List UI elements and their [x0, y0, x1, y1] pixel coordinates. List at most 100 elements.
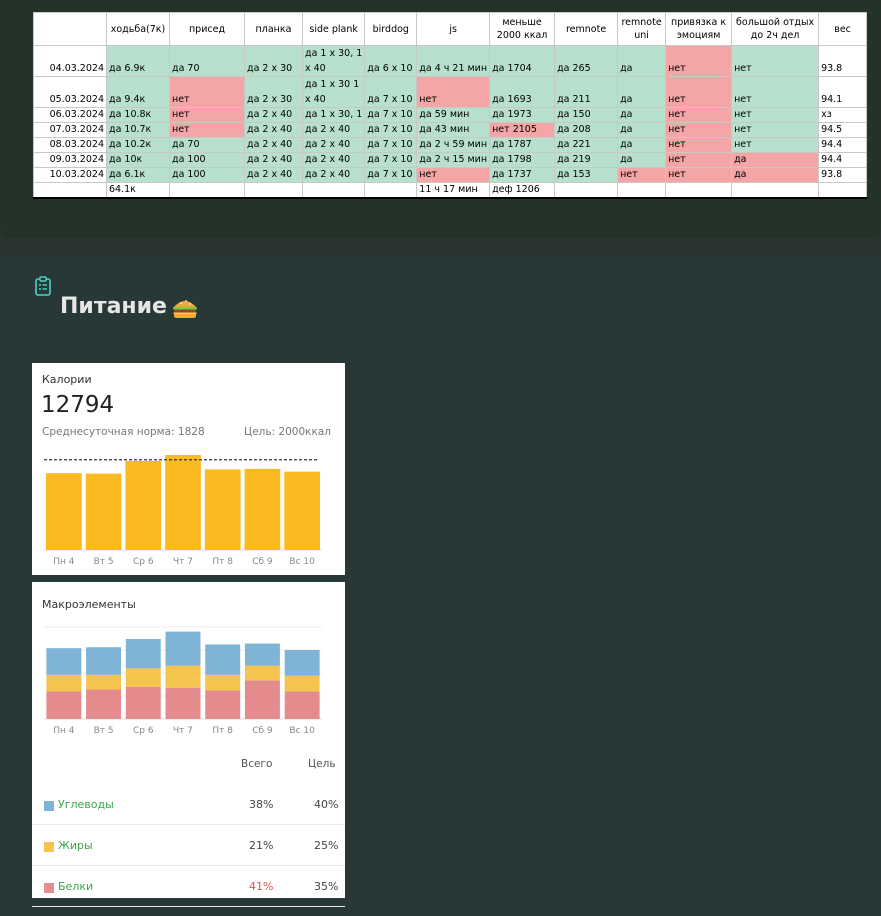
table-cell[interactable]: нет	[169, 107, 245, 123]
table-cell[interactable]: да 100	[169, 152, 245, 168]
table-cell[interactable]: да 2 ч 59 мин	[416, 137, 491, 153]
table-cell[interactable]: да 2 х 40	[301, 122, 366, 138]
date-cell[interactable]: 10.03.2024	[33, 167, 107, 183]
table-cell[interactable]: да	[617, 107, 667, 123]
table-cell[interactable]: да 2 х 40	[244, 122, 303, 138]
table-cell[interactable]: да 1 х 30 1 х 40	[301, 76, 366, 108]
date-cell[interactable]: 09.03.2024	[33, 152, 107, 168]
table-cell[interactable]: да 2 х 40	[301, 152, 366, 168]
table-cell[interactable]: нет	[617, 167, 667, 183]
table-cell[interactable]: да 4 ч 21 мин	[416, 45, 491, 77]
table-cell[interactable]: да	[617, 137, 667, 153]
table-cell[interactable]: да 1798	[489, 152, 556, 168]
date-cell[interactable]: 04.03.2024	[33, 45, 107, 77]
table-cell[interactable]: да 10к	[106, 152, 170, 168]
table-cell[interactable]: 93.8	[818, 167, 868, 183]
table-cell[interactable]: да 1704	[489, 45, 556, 77]
date-cell[interactable]: 05.03.2024	[33, 76, 107, 108]
table-cell[interactable]: да 70	[169, 137, 245, 153]
table-cell[interactable]: да 10.2к	[106, 137, 170, 153]
table-cell[interactable]: нет	[665, 45, 733, 77]
table-cell[interactable]: да 7 х 10	[364, 122, 418, 138]
table-cell[interactable]: 94.1	[818, 76, 868, 108]
table-cell[interactable]: да 219	[554, 152, 619, 168]
table-cell[interactable]: нет	[169, 122, 245, 138]
table-cell[interactable]: да 2 х 40	[244, 167, 303, 183]
table-cell[interactable]: нет	[665, 137, 733, 153]
table-cell[interactable]: да 7 х 10	[364, 76, 418, 108]
table-cell[interactable]: да 211	[554, 76, 619, 108]
table-cell[interactable]: нет	[731, 45, 820, 77]
table-cell[interactable]: да	[617, 122, 667, 138]
table-cell[interactable]: нет	[731, 107, 820, 123]
table-cell[interactable]: нет	[169, 76, 245, 108]
table-cell[interactable]: да 265	[554, 45, 619, 77]
table-cell[interactable]: да 1973	[489, 107, 556, 123]
table-cell[interactable]: нет	[665, 76, 733, 108]
table-cell[interactable]: нет	[731, 137, 820, 153]
table-cell[interactable]: да 1737	[489, 167, 556, 183]
table-cell[interactable]: да 208	[554, 122, 619, 138]
table-cell[interactable]: да 59 мин	[416, 107, 491, 123]
table-cell[interactable]: да 2 х 40	[244, 152, 303, 168]
table-cell[interactable]: да 2 х 40	[301, 167, 366, 183]
table-cell[interactable]: да 10.7к	[106, 122, 170, 138]
summary-cell[interactable]	[731, 182, 820, 199]
table-cell[interactable]: 94.4	[818, 137, 868, 153]
table-cell[interactable]: да	[617, 76, 667, 108]
table-cell[interactable]: да 1787	[489, 137, 556, 153]
table-cell[interactable]: хз	[818, 107, 868, 123]
table-cell[interactable]: да 10.8к	[106, 107, 170, 123]
table-cell[interactable]: да 2 ч 15 мин	[416, 152, 491, 168]
table-cell[interactable]: да 1 х 30, 1 х 40	[301, 45, 366, 77]
summary-cell[interactable]: 64.1к	[106, 182, 170, 199]
table-cell[interactable]: да 6.1к	[106, 167, 170, 183]
date-cell[interactable]: 08.03.2024	[33, 137, 107, 153]
table-cell[interactable]: да 2 х 40	[244, 137, 303, 153]
table-cell[interactable]: да 2 х 40	[301, 137, 366, 153]
table-cell[interactable]: нет 2105	[489, 122, 556, 138]
table-cell[interactable]: да 153	[554, 167, 619, 183]
table-cell[interactable]: да	[617, 45, 667, 77]
table-cell[interactable]: нет	[731, 76, 820, 108]
summary-cell[interactable]	[169, 182, 245, 199]
table-cell[interactable]: да 7 х 10	[364, 137, 418, 153]
table-cell[interactable]: да 1 х 30, 1	[301, 107, 366, 123]
table-cell[interactable]: да 2 х 30	[244, 45, 303, 77]
table-cell[interactable]: да 7 х 10	[364, 107, 418, 123]
summary-cell[interactable]	[617, 182, 667, 199]
table-cell[interactable]: да 43 мин	[416, 122, 491, 138]
table-cell[interactable]: 93.8	[818, 45, 868, 77]
table-cell[interactable]: да 2 х 40	[244, 107, 303, 123]
table-cell[interactable]: да	[731, 152, 820, 168]
table-cell[interactable]: 94.5	[818, 122, 868, 138]
table-cell[interactable]: нет	[731, 122, 820, 138]
summary-cell[interactable]	[554, 182, 619, 199]
summary-cell[interactable]	[33, 182, 107, 199]
table-cell[interactable]: нет	[665, 152, 733, 168]
table-cell[interactable]: да 70	[169, 45, 245, 77]
table-cell[interactable]: нет	[665, 122, 733, 138]
table-cell[interactable]: да 1693	[489, 76, 556, 108]
table-cell[interactable]: да 150	[554, 107, 619, 123]
table-cell[interactable]: да 2 х 30	[244, 76, 303, 108]
table-cell[interactable]: да 221	[554, 137, 619, 153]
date-cell[interactable]: 07.03.2024	[33, 122, 107, 138]
table-cell[interactable]: нет	[416, 167, 491, 183]
summary-cell[interactable]	[364, 182, 418, 199]
summary-cell[interactable]	[244, 182, 303, 199]
summary-cell[interactable]	[665, 182, 733, 199]
summary-cell[interactable]	[818, 182, 868, 199]
table-cell[interactable]: да 9.4к	[106, 76, 170, 108]
table-cell[interactable]: да 6 х 10	[364, 45, 418, 77]
summary-cell[interactable]: деф 1206	[489, 182, 556, 199]
table-cell[interactable]: да 6.9к	[106, 45, 170, 77]
table-cell[interactable]: да	[731, 167, 820, 183]
table-cell[interactable]: да 7 х 10	[364, 152, 418, 168]
table-cell[interactable]: да 7 х 10	[364, 167, 418, 183]
summary-cell[interactable]: 11 ч 17 мин	[416, 182, 491, 199]
date-cell[interactable]: 06.03.2024	[33, 107, 107, 123]
table-cell[interactable]: нет	[665, 167, 733, 183]
summary-cell[interactable]	[301, 182, 366, 199]
table-cell[interactable]: да	[617, 152, 667, 168]
